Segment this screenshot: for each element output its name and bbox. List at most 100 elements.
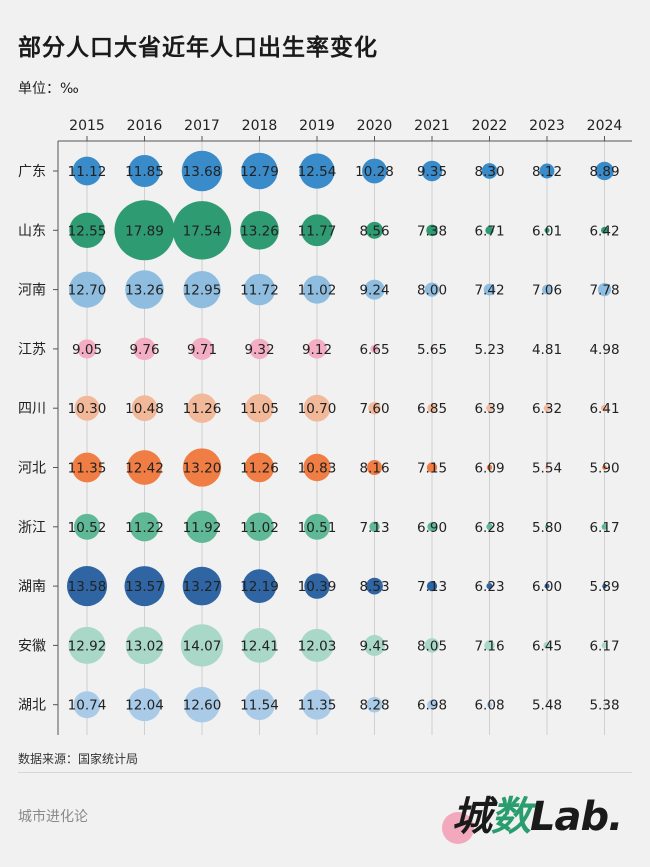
bubble (366, 221, 383, 239)
data-label: 13.58 (68, 579, 107, 595)
bubble (187, 393, 217, 423)
x-tick-label: 2019 (299, 118, 335, 134)
bubble (427, 522, 437, 532)
data-label: 9.12 (302, 342, 332, 358)
data-label: 5.80 (532, 520, 562, 536)
data-label: 13.02 (125, 638, 164, 654)
bubble (77, 339, 97, 359)
data-label: 6.41 (589, 401, 619, 417)
bubble (302, 689, 332, 720)
data-label: 6.17 (589, 638, 619, 654)
data-label: 13.20 (183, 461, 222, 477)
bubble (597, 282, 612, 297)
y-tick-label: 江苏 (18, 342, 46, 358)
bubble (366, 459, 383, 476)
bubble (304, 573, 330, 599)
data-label: 12.19 (240, 579, 279, 595)
logo-prefix: 城 (452, 794, 492, 840)
data-label: 12.60 (183, 698, 222, 714)
data-label: 12.92 (68, 638, 107, 654)
bubble (249, 338, 270, 360)
data-label: 5.23 (474, 342, 504, 358)
data-source: 数据来源：国家统计局 (18, 752, 139, 766)
bubble (424, 282, 440, 297)
bubble (69, 212, 105, 248)
data-label: 6.01 (532, 223, 562, 239)
bubble (545, 466, 549, 469)
bubble (128, 688, 161, 722)
x-tick-label: 2016 (127, 118, 163, 134)
data-label: 6.45 (532, 638, 562, 654)
bubble (421, 160, 443, 182)
data-label: 10.70 (298, 401, 337, 417)
data-label: 6.09 (474, 461, 504, 477)
bubble (182, 448, 222, 487)
y-tick-label: 浙江 (18, 520, 46, 536)
data-label: 13.57 (125, 579, 164, 595)
data-label: 8.89 (589, 164, 619, 180)
x-tick-label: 2021 (414, 118, 450, 134)
y-tick-label: 湖南 (18, 579, 46, 595)
x-tick-label: 2024 (587, 118, 623, 134)
bubble (180, 624, 224, 667)
data-label: 6.39 (474, 401, 504, 417)
data-label: 10.39 (298, 579, 337, 595)
data-label: 6.42 (589, 223, 619, 239)
data-label: 12.55 (68, 223, 107, 239)
data-label: 7.16 (474, 638, 504, 654)
y-tick-label: 广东 (18, 164, 46, 180)
logo: 城数Lab. (440, 782, 640, 852)
bubble (181, 150, 223, 192)
data-label: 5.48 (532, 698, 562, 714)
bubble (544, 524, 550, 529)
data-label: 12.54 (298, 164, 337, 180)
bubble (73, 691, 101, 719)
data-label: 8.30 (474, 164, 504, 180)
data-label: 9.71 (187, 342, 217, 358)
data-label: 11.12 (68, 164, 107, 180)
bubble (190, 337, 214, 361)
data-label: 8.12 (532, 164, 562, 180)
bubble (72, 452, 102, 483)
data-label: 7.60 (359, 401, 389, 417)
data-label: 12.70 (68, 283, 107, 299)
data-label: 11.92 (183, 520, 222, 536)
data-label: 11.26 (240, 461, 279, 477)
y-tick-label: 河南 (18, 283, 46, 299)
data-label: 11.85 (125, 164, 164, 180)
bubble (240, 210, 279, 250)
bubble (601, 404, 608, 412)
data-label: 7.06 (532, 283, 562, 299)
bubble (486, 583, 493, 590)
bubble (68, 271, 106, 308)
data-label: 4.98 (589, 342, 619, 358)
y-tick-label: 安徽 (18, 638, 46, 654)
data-label: 11.72 (240, 283, 279, 299)
data-label: 10.52 (68, 520, 107, 536)
data-label: 9.76 (129, 342, 159, 358)
bubble (304, 513, 330, 540)
bubble (245, 512, 274, 541)
bubble (486, 701, 493, 708)
data-label: 13.26 (125, 283, 164, 299)
data-label: 6.85 (417, 401, 447, 417)
bubble (74, 513, 100, 540)
data-label: 13.26 (240, 223, 279, 239)
bubble (426, 580, 438, 592)
bubble (72, 156, 102, 186)
unit-label: 单位：‰ (18, 81, 79, 97)
y-tick-label: 山东 (18, 223, 46, 239)
bubble (366, 696, 383, 713)
data-label: 6.17 (589, 520, 619, 536)
bubble (127, 450, 162, 485)
bubble (481, 163, 498, 179)
data-label: 17.54 (183, 223, 222, 239)
data-label: 6.23 (474, 579, 504, 595)
bubble (426, 462, 438, 473)
data-label: 10.30 (68, 401, 107, 417)
logo-suffix: Lab. (530, 794, 623, 840)
bubble (601, 642, 608, 649)
bubble (601, 523, 608, 530)
y-tick-label: 四川 (18, 401, 46, 417)
bubble (66, 566, 108, 607)
